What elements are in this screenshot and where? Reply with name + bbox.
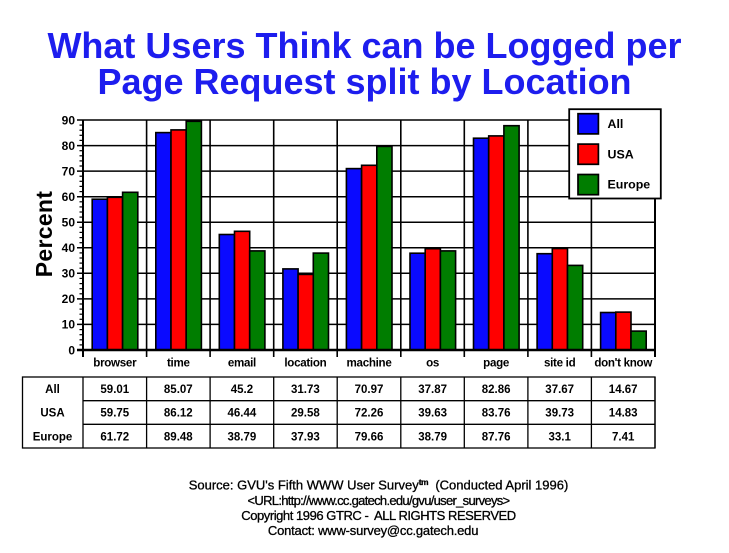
svg-text:60: 60: [62, 190, 76, 204]
svg-text:Europe: Europe: [33, 431, 73, 443]
svg-text:39.63: 39.63: [418, 408, 447, 420]
svg-text:All: All: [45, 384, 60, 396]
svg-text:80: 80: [62, 139, 76, 153]
svg-text:14.67: 14.67: [609, 384, 638, 396]
svg-text:79.66: 79.66: [355, 431, 384, 443]
svg-text:page: page: [483, 356, 510, 369]
svg-text:10: 10: [62, 318, 76, 332]
svg-text:browser: browser: [93, 356, 137, 369]
svg-text:87.76: 87.76: [482, 431, 511, 443]
svg-text:Percent: Percent: [31, 191, 57, 278]
svg-text:37.93: 37.93: [291, 431, 320, 443]
svg-text:33.1: 33.1: [549, 431, 572, 443]
svg-text:time: time: [167, 356, 190, 369]
svg-text:61.72: 61.72: [100, 431, 129, 443]
svg-text:45.2: 45.2: [231, 384, 253, 396]
svg-text:USA: USA: [608, 147, 634, 161]
svg-text:29.58: 29.58: [291, 408, 320, 420]
svg-text:38.79: 38.79: [418, 431, 447, 443]
svg-text:72.26: 72.26: [355, 408, 384, 420]
svg-text:30: 30: [62, 267, 76, 281]
svg-text:All: All: [608, 117, 624, 131]
svg-text:0: 0: [68, 343, 75, 357]
svg-text:37.67: 37.67: [545, 384, 574, 396]
svg-text:14.83: 14.83: [609, 408, 638, 420]
svg-text:59.01: 59.01: [100, 384, 129, 396]
svg-text:os: os: [426, 356, 439, 369]
svg-text:50: 50: [62, 216, 76, 230]
svg-text:40: 40: [62, 241, 76, 255]
svg-text:70.97: 70.97: [355, 384, 384, 396]
svg-text:site id: site id: [544, 356, 576, 369]
svg-text:37.87: 37.87: [418, 384, 447, 396]
svg-text:59.75: 59.75: [100, 408, 129, 420]
svg-text:89.48: 89.48: [164, 431, 193, 443]
svg-text:82.86: 82.86: [482, 384, 511, 396]
svg-text:70: 70: [62, 164, 76, 178]
svg-text:machine: machine: [347, 356, 393, 369]
svg-text:85.07: 85.07: [164, 384, 193, 396]
svg-text:83.76: 83.76: [482, 408, 511, 420]
svg-text:38.79: 38.79: [228, 431, 257, 443]
svg-text:39.73: 39.73: [545, 408, 574, 420]
svg-text:email: email: [228, 356, 256, 369]
svg-text:don't know: don't know: [594, 356, 653, 369]
svg-text:46.44: 46.44: [228, 408, 257, 420]
svg-text:location: location: [284, 356, 326, 369]
svg-text:86.12: 86.12: [164, 408, 193, 420]
svg-text:Europe: Europe: [608, 178, 651, 192]
svg-text:90: 90: [62, 113, 76, 127]
svg-text:20: 20: [62, 292, 76, 306]
svg-text:31.73: 31.73: [291, 384, 320, 396]
svg-text:USA: USA: [40, 408, 64, 420]
svg-text:7.41: 7.41: [612, 431, 635, 443]
